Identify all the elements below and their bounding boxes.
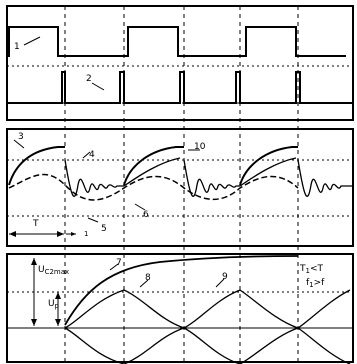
pulse-train-2	[7, 71, 353, 104]
leader-6	[134, 203, 146, 211]
curve-3-cycle-3	[239, 146, 298, 186]
curve-8	[64, 289, 351, 364]
leader-9	[215, 278, 225, 288]
leader-8	[139, 279, 149, 288]
pulse-train-1	[7, 26, 346, 57]
label-6: 6	[143, 210, 149, 220]
leader-4	[82, 151, 91, 159]
leader-7	[109, 263, 119, 271]
period-arrow-head-right	[57, 231, 64, 237]
up-arrow-head-bottom	[55, 319, 61, 326]
curve-10	[123, 157, 297, 187]
label-4: 4	[89, 150, 95, 160]
label-8: 8	[145, 273, 151, 283]
panel-frame-middle	[6, 128, 354, 247]
f1-condition: f1>f	[306, 278, 325, 289]
label-10: 10	[194, 142, 206, 152]
t1-condition: T1<T	[299, 264, 324, 275]
period-arrow-head-left	[9, 231, 16, 237]
up-label: Up	[48, 299, 60, 310]
small-interval-label: 1	[84, 230, 88, 238]
label-5: 5	[101, 224, 107, 234]
leader-1	[23, 36, 41, 46]
leader-2	[91, 82, 105, 91]
label-3: 3	[18, 132, 24, 142]
panel-frame-bottom	[6, 253, 354, 363]
leader-3	[13, 139, 25, 149]
damped-oscillation-4	[64, 159, 353, 197]
ucmax-arrow-head-top	[31, 258, 37, 265]
ucmax-arrow-head-bottom	[31, 319, 37, 326]
decay-curve-6	[8, 173, 299, 201]
curve-7	[64, 255, 299, 326]
curve-3-cycle-2	[123, 146, 184, 186]
label-7: 7	[116, 258, 122, 268]
label-9: 9	[222, 272, 228, 282]
leader-5	[87, 217, 99, 223]
label-1: 1	[14, 42, 20, 52]
panel-frame-top	[6, 5, 354, 121]
small-interval-arrow-head	[71, 232, 76, 236]
period-label: T	[32, 219, 39, 229]
ucmax-label: UC2max	[38, 265, 69, 276]
up-arrow-head-top	[55, 292, 61, 299]
label-2: 2	[86, 74, 92, 84]
curve-3	[8, 146, 65, 186]
